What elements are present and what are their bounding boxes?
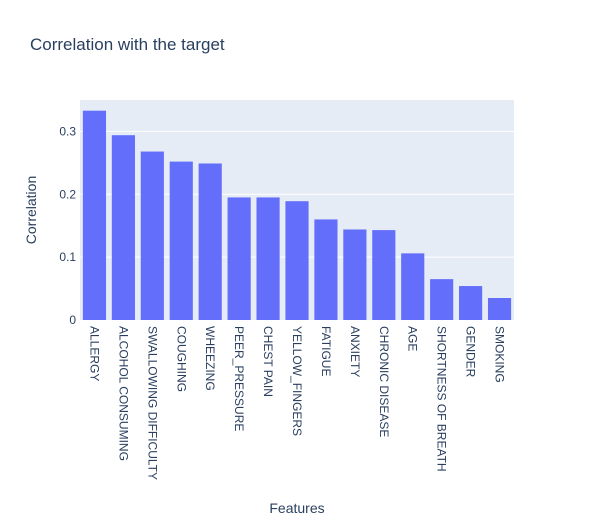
chart-title: Correlation with the target [30, 35, 225, 54]
bar-smoking [487, 298, 512, 320]
x-tick-label: CHRONIC DISEASE [377, 326, 391, 437]
bar-chronic-disease [372, 230, 396, 320]
bar-shortness-of-breath [430, 279, 454, 320]
x-tick-label: SMOKING [493, 326, 507, 383]
bar-coughing [169, 161, 193, 320]
y-tick-label: 0.1 [59, 250, 76, 264]
x-axis-title: Features [269, 500, 324, 516]
y-tick-label: 0 [69, 313, 76, 327]
x-tick-label: WHEEZING [203, 326, 217, 391]
x-tick-label: FATIGUE [319, 326, 333, 376]
x-tick-labels: ALLERGY ALCOHOL CONSUMING SWALLOWING DIFFI… [87, 326, 506, 480]
x-tick-label: COUGHING [174, 326, 188, 392]
bar-anxiety [343, 229, 367, 320]
x-tick-label: ALCOHOL CONSUMING [116, 326, 130, 461]
bar-alcohol-consuming [111, 135, 135, 320]
bar-peer-pressure [227, 197, 251, 320]
bar-fatigue [314, 219, 338, 320]
x-tick-label: AGE [406, 326, 420, 351]
x-tick-label: GENDER [464, 326, 478, 378]
x-tick-label: SHORTNESS OF BREATH [435, 326, 449, 472]
y-tick-labels: 0 0.1 0.2 0.3 [59, 124, 76, 327]
bar-swallowing-difficulty [140, 151, 164, 320]
x-tick-label: YELLOW_FINGERS [290, 326, 304, 436]
x-tick-label: SWALLOWING DIFFICULTY [145, 326, 159, 480]
x-tick-label: CHEST PAIN [261, 326, 275, 397]
y-tick-label: 0.3 [59, 124, 76, 138]
y-tick-label: 0.2 [59, 187, 76, 201]
y-axis-title: Correlation [23, 176, 39, 244]
x-tick-label: PEER_PRESSURE [232, 326, 246, 431]
bar-yellow-fingers [285, 201, 309, 320]
x-tick-label: ALLERGY [87, 326, 101, 381]
bar-age [401, 253, 425, 320]
bars [82, 110, 512, 320]
bar-allergy [82, 110, 107, 320]
bar-wheezing [198, 163, 222, 320]
bar-gender [459, 286, 483, 320]
x-tick-label: ANXIETY [348, 326, 362, 377]
bar-chest-pain [256, 197, 280, 320]
